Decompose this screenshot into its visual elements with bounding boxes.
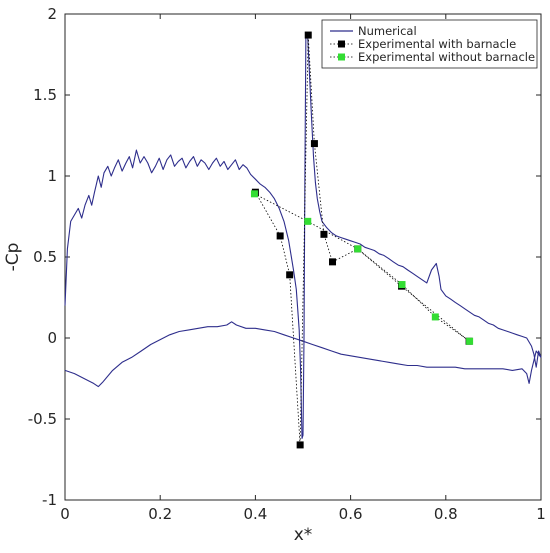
x-tick-label: 1	[536, 505, 546, 523]
y-tick-label: -0.5	[28, 410, 57, 428]
ticks-layer: 0 0.2 0.4 0.6 0.8 1 -1 -0.5 0 0.5 1 1.5 2	[28, 5, 546, 523]
legend-box	[321, 19, 538, 69]
y-tick-label: 1.5	[33, 86, 57, 104]
experimental-without-barnacle-marker	[304, 217, 312, 225]
x-tick-label: 0.8	[434, 505, 458, 523]
y-tick-label: 2	[47, 5, 57, 23]
experimental-without-barnacle-marker	[466, 337, 474, 345]
x-tick-label: 0.2	[148, 505, 172, 523]
numerical-curve-upper	[64, 32, 542, 439]
experimental-with-barnacle-marker	[329, 258, 337, 266]
experimental-without-barnacle-marker	[250, 190, 258, 198]
legend-without-barnacle-marker	[338, 53, 345, 61]
experimental-with-barnacle-marker	[296, 441, 304, 449]
experimental-without-barnacle-marker	[431, 313, 439, 321]
experimental-without-barnacle-marker	[398, 281, 406, 289]
y-tick-label: 0.5	[33, 248, 57, 266]
x-axis-label: x*	[294, 525, 313, 545]
experimental-with-barnacle-marker	[304, 31, 312, 39]
experimental-without-barnacle-marker	[354, 245, 362, 253]
y-tick-label: 1	[47, 167, 57, 185]
legend-without-barnacle-label: Experimental without barnacle	[358, 50, 535, 64]
experimental-with-barnacle-marker	[310, 140, 318, 148]
legend-with-barnacle-marker	[338, 40, 345, 48]
experimental-with-barnacle-marker	[286, 271, 294, 279]
legend: Numerical Experimental with barnacle Exp…	[321, 19, 538, 69]
series-layer	[64, 32, 542, 445]
experimental-with-barnacle-marker	[320, 230, 328, 238]
x-tick-label: 0.6	[339, 505, 363, 523]
x-tick-label: 0.4	[243, 505, 267, 523]
x-tick-label: 0	[60, 505, 70, 523]
markers-layer	[250, 31, 474, 449]
experimental-with-barnacle-marker	[276, 232, 284, 240]
y-axis-label: -Cp	[3, 243, 23, 272]
numerical-curve-lower	[64, 321, 542, 388]
y-tick-label: 0	[47, 329, 57, 347]
experimental-without-barnacle-line	[254, 193, 470, 342]
legend-with-barnacle-label: Experimental with barnacle	[358, 37, 516, 51]
y-tick-label: -1	[42, 491, 57, 509]
legend-numerical-label: Numerical	[358, 24, 417, 38]
